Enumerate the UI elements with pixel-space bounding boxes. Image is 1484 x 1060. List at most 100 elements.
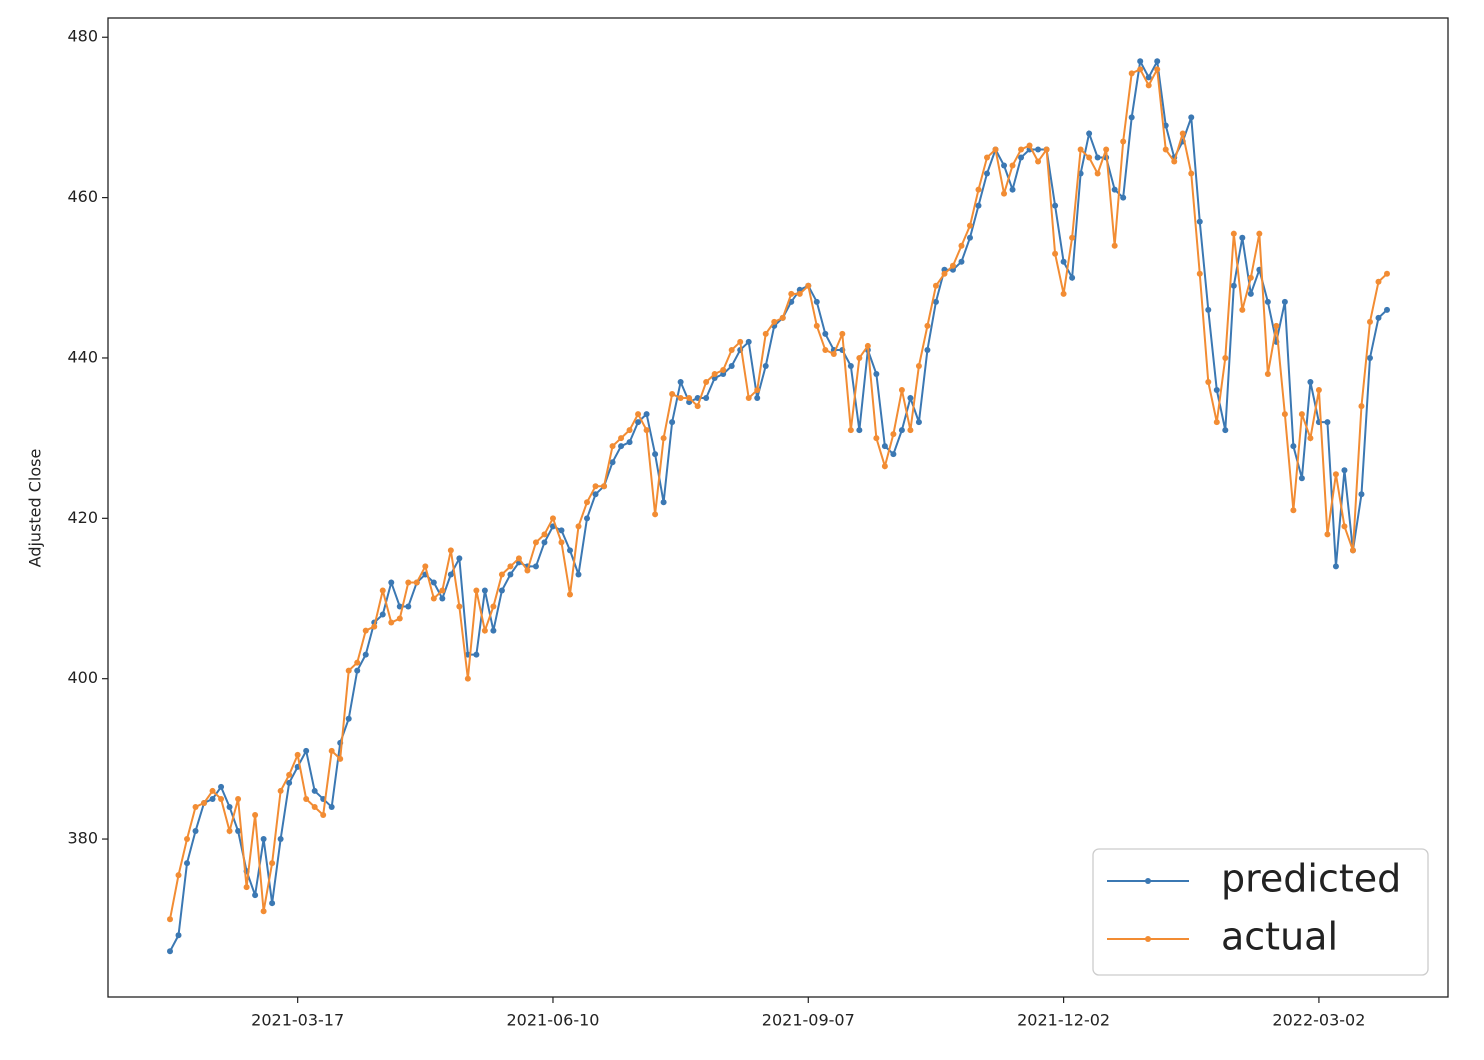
series-marker: [822, 346, 829, 353]
series-marker: [1009, 186, 1016, 193]
series-marker: [286, 771, 293, 778]
series-marker: [584, 499, 591, 506]
series-marker: [728, 362, 735, 369]
series-marker: [218, 795, 225, 802]
series-marker: [1366, 354, 1373, 361]
series-marker: [618, 443, 625, 450]
series-marker: [626, 427, 633, 434]
series-marker: [566, 591, 573, 598]
series-marker: [609, 459, 616, 466]
series-marker: [898, 427, 905, 434]
series-marker: [847, 362, 854, 369]
series-marker: [660, 435, 667, 442]
series-marker: [1077, 146, 1084, 153]
legend-marker: [1145, 878, 1151, 884]
series-marker: [1230, 282, 1237, 289]
series-marker: [1213, 419, 1220, 426]
series-marker: [1332, 563, 1339, 570]
series-marker: [584, 515, 591, 522]
series-marker: [592, 483, 599, 490]
series-marker: [1290, 443, 1297, 450]
series-marker: [779, 314, 786, 321]
series-marker: [566, 547, 573, 554]
series-marker: [447, 571, 454, 578]
series-marker: [1384, 270, 1390, 277]
series-marker: [966, 234, 973, 241]
series-marker: [1358, 491, 1365, 498]
series-marker: [1069, 234, 1076, 241]
x-tick-label: 2021-06-10: [506, 1011, 599, 1030]
series-marker: [277, 836, 284, 843]
series-marker: [379, 587, 386, 594]
series-marker: [1375, 278, 1382, 285]
series-marker: [209, 787, 216, 794]
series-marker: [1222, 427, 1229, 434]
series-marker: [396, 615, 403, 622]
y-tick-label: 420: [67, 508, 98, 527]
series-marker: [915, 362, 922, 369]
series-marker: [575, 571, 582, 578]
series-marker: [430, 595, 437, 602]
series-marker: [243, 884, 250, 891]
series-marker: [473, 651, 480, 658]
series-marker: [1298, 475, 1305, 482]
series-marker: [932, 298, 939, 305]
series-marker: [532, 563, 539, 570]
legend-label: actual: [1221, 915, 1338, 959]
series-marker: [481, 587, 488, 594]
series-marker: [643, 427, 650, 434]
series-marker: [1137, 66, 1144, 73]
series-marker: [345, 667, 352, 674]
series-marker: [371, 623, 378, 630]
series-marker: [507, 563, 514, 570]
series-marker: [1332, 471, 1339, 478]
series-marker: [1341, 523, 1348, 530]
y-tick-label: 460: [67, 187, 98, 206]
series-marker: [966, 222, 973, 229]
series-marker: [209, 795, 216, 802]
series-marker: [728, 346, 735, 353]
series-marker: [558, 527, 565, 534]
series-marker: [626, 439, 633, 446]
series-marker: [958, 242, 965, 249]
series-marker: [439, 587, 446, 594]
y-tick-label: 440: [67, 347, 98, 366]
series-marker: [830, 350, 837, 357]
series-marker: [1120, 138, 1127, 145]
series-marker: [652, 511, 659, 518]
series-marker: [379, 611, 386, 618]
series-marker: [558, 539, 565, 546]
series-marker: [847, 427, 854, 434]
series-line: [169, 65, 1388, 920]
series-marker: [1375, 314, 1382, 321]
series-marker: [643, 411, 650, 418]
series-marker: [303, 795, 310, 802]
series-marker: [711, 371, 718, 377]
series-line: [169, 58, 1388, 952]
series-marker: [754, 395, 761, 402]
series-marker: [498, 571, 505, 578]
series-marker: [703, 395, 710, 402]
x-tick-label: 2021-09-07: [762, 1011, 855, 1030]
series-marker: [881, 443, 888, 450]
series-marker: [1043, 146, 1050, 153]
series-marker: [1171, 158, 1178, 165]
series-marker: [941, 270, 948, 277]
series-marker: [1324, 531, 1331, 538]
series-marker: [677, 379, 684, 386]
series-marker: [1273, 322, 1280, 329]
series-marker: [1196, 218, 1203, 225]
series-marker: [1154, 58, 1161, 65]
series-marker: [745, 395, 752, 402]
series-marker: [1001, 190, 1008, 197]
series-marker: [660, 499, 667, 506]
series-marker: [1298, 411, 1305, 418]
series-marker: [1281, 298, 1288, 305]
series-marker: [473, 587, 480, 594]
series-marker: [1179, 130, 1186, 137]
series-marker: [1222, 354, 1229, 361]
series-marker: [337, 755, 344, 762]
series-marker: [669, 419, 676, 426]
series-marker: [1341, 467, 1348, 474]
